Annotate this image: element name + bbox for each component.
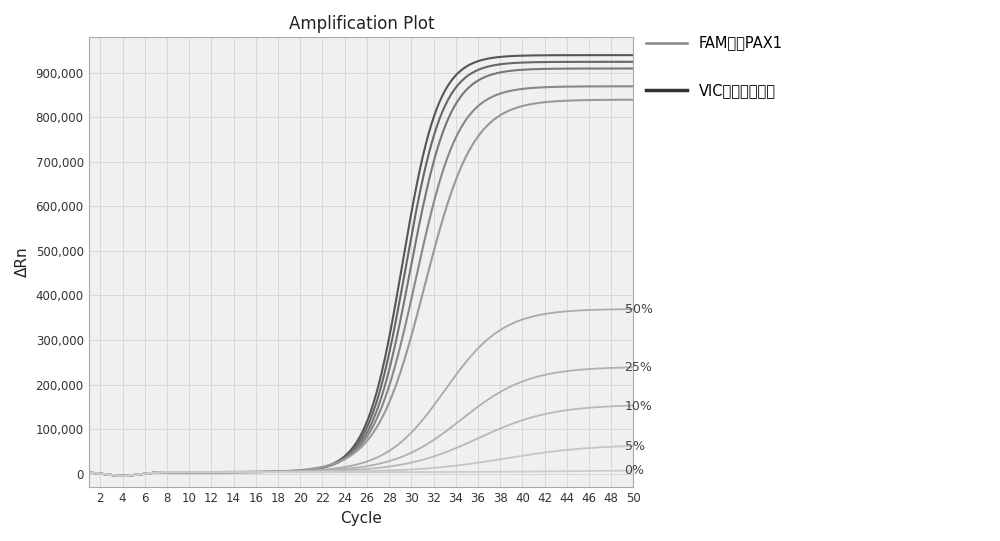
X-axis label: Cycle: Cycle: [340, 511, 382, 526]
Text: 5%: 5%: [625, 440, 645, 453]
Text: 25%: 25%: [625, 361, 652, 374]
Text: 50%: 50%: [625, 303, 653, 316]
Title: Amplification Plot: Amplification Plot: [289, 15, 434, 33]
Text: 0%: 0%: [625, 464, 645, 477]
Y-axis label: ΔRn: ΔRn: [15, 247, 30, 278]
Text: 10%: 10%: [625, 400, 652, 413]
Legend: FAM标记PAX1, VIC标记管家基因: FAM标记PAX1, VIC标记管家基因: [646, 36, 783, 98]
